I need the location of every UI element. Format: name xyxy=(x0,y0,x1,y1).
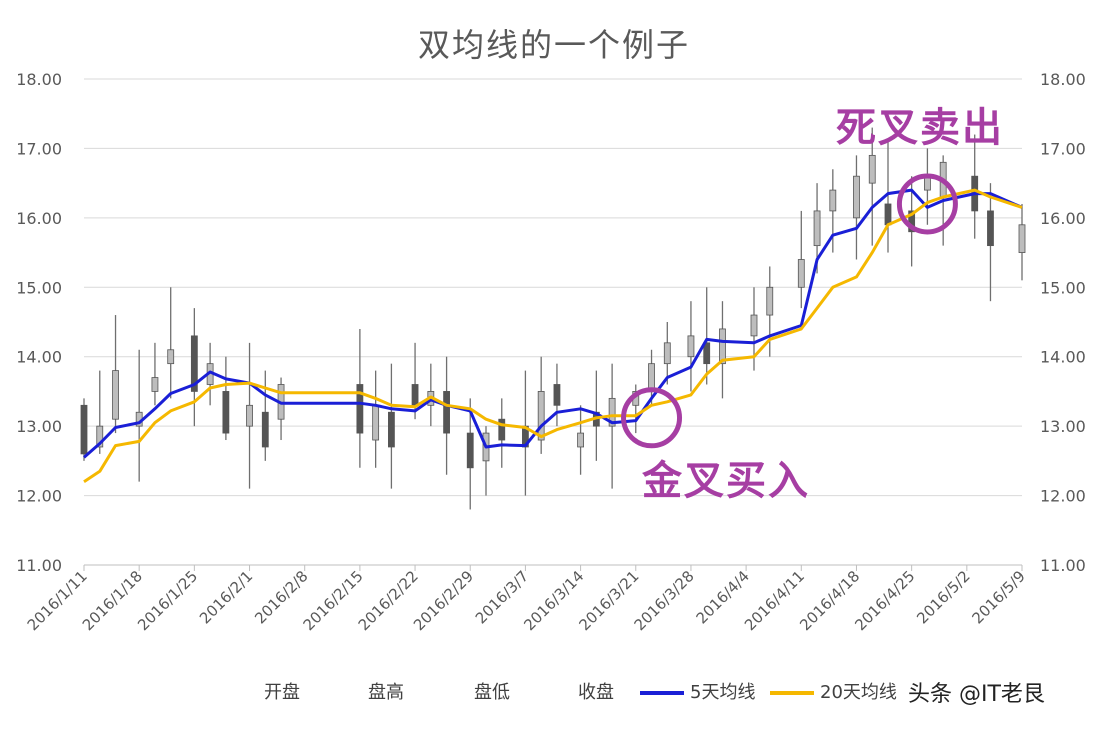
legend-item-open: 开盘 xyxy=(264,678,300,704)
chart-legend: 开盘 盘高 盘低 收盘 5天均线 20天均线 xyxy=(0,678,1108,708)
candle-body xyxy=(884,203,892,226)
y2-tick-label: 14.00 xyxy=(1040,348,1086,367)
x-tick-label: 2016/5/2 xyxy=(913,567,973,627)
candle-body xyxy=(411,384,419,406)
golden-cross-circle xyxy=(621,387,683,449)
legend-item-close: 收盘 xyxy=(578,678,614,704)
legend-label: 收盘 xyxy=(578,682,614,703)
x-tick-label: 2016/2/29 xyxy=(410,567,477,634)
x-tick-label: 2016/3/28 xyxy=(631,567,698,634)
candle-body xyxy=(648,363,655,392)
candle-body xyxy=(719,328,726,365)
ma5-line xyxy=(83,188,1023,459)
legend-label: 盘高 xyxy=(368,682,404,703)
x-tick-label: 2016/4/25 xyxy=(851,567,918,634)
legend-label: 开盘 xyxy=(264,682,300,703)
y-tick-label: 17.00 xyxy=(16,139,62,158)
candle-body xyxy=(537,391,545,441)
candle-body xyxy=(577,432,584,448)
candle-body xyxy=(151,377,159,392)
y-tick-label: 15.00 xyxy=(16,278,62,297)
legend-item-low: 盘低 xyxy=(474,678,510,704)
watermark: 头条 @IT老艮 xyxy=(908,682,1045,707)
candle-body xyxy=(356,384,364,434)
legend-label: 盘低 xyxy=(474,682,510,703)
candle-body xyxy=(372,404,380,441)
candle-body xyxy=(608,397,616,427)
y2-tick-label: 11.00 xyxy=(1040,556,1086,575)
candle-body xyxy=(553,384,561,406)
candle-body xyxy=(1018,224,1026,253)
candle-body xyxy=(466,432,474,469)
y2-tick-label: 17.00 xyxy=(1040,139,1086,158)
y-tick-label: 13.00 xyxy=(16,417,62,436)
candle-body xyxy=(443,391,450,434)
candle-body xyxy=(766,286,774,316)
legend-label: 20天均线 xyxy=(820,682,897,703)
candle-body xyxy=(853,175,860,219)
candle-body xyxy=(388,411,395,448)
golden-cross-label: 金叉买入 xyxy=(642,458,810,504)
candle-body xyxy=(246,404,253,427)
candle-body xyxy=(797,259,805,288)
y2-tick-label: 18.00 xyxy=(1040,70,1086,89)
legend-label: 5天均线 xyxy=(690,682,756,703)
y-tick-label: 12.00 xyxy=(16,487,62,506)
chart-title: 双均线的一个例子 xyxy=(417,26,690,64)
legend-item-ma5: 5天均线 xyxy=(640,678,755,704)
death-cross-circle xyxy=(896,173,958,235)
ma20-line xyxy=(83,188,1023,483)
candle-body xyxy=(167,349,175,365)
candle-body xyxy=(868,154,876,184)
candle-body xyxy=(750,314,758,337)
y2-tick-label: 15.00 xyxy=(1040,278,1086,297)
death-cross-label: 死叉卖出 xyxy=(836,105,1004,151)
y2-tick-label: 12.00 xyxy=(1040,487,1086,506)
candle-body xyxy=(112,370,119,420)
candle-body xyxy=(261,411,269,448)
candle-body xyxy=(813,210,821,247)
candle-body xyxy=(222,391,230,434)
candle-body xyxy=(703,342,711,365)
candle-body xyxy=(190,335,198,392)
y-tick-label: 16.00 xyxy=(16,209,62,228)
candle-body xyxy=(829,189,837,212)
x-tick-label: 2016/2/1 xyxy=(196,567,256,627)
legend-swatch xyxy=(640,691,684,695)
legend-swatch xyxy=(770,691,814,695)
x-tick-label: 2016/5/9 xyxy=(968,567,1028,627)
candle-body xyxy=(80,404,88,455)
candle-body xyxy=(663,342,671,365)
x-tick-label: 2016/1/25 xyxy=(134,567,201,634)
candle-body xyxy=(687,335,695,358)
y2-tick-label: 16.00 xyxy=(1040,209,1086,228)
y-tick-label: 14.00 xyxy=(16,348,62,367)
candle-body xyxy=(96,425,104,448)
y-tick-label: 11.00 xyxy=(16,556,62,575)
y-tick-label: 18.00 xyxy=(16,70,62,89)
legend-item-ma20: 20天均线 xyxy=(770,678,897,704)
candle-body xyxy=(498,418,506,441)
y2-tick-label: 13.00 xyxy=(1040,417,1086,436)
legend-item-high: 盘高 xyxy=(368,678,404,704)
candle-body xyxy=(987,210,994,247)
